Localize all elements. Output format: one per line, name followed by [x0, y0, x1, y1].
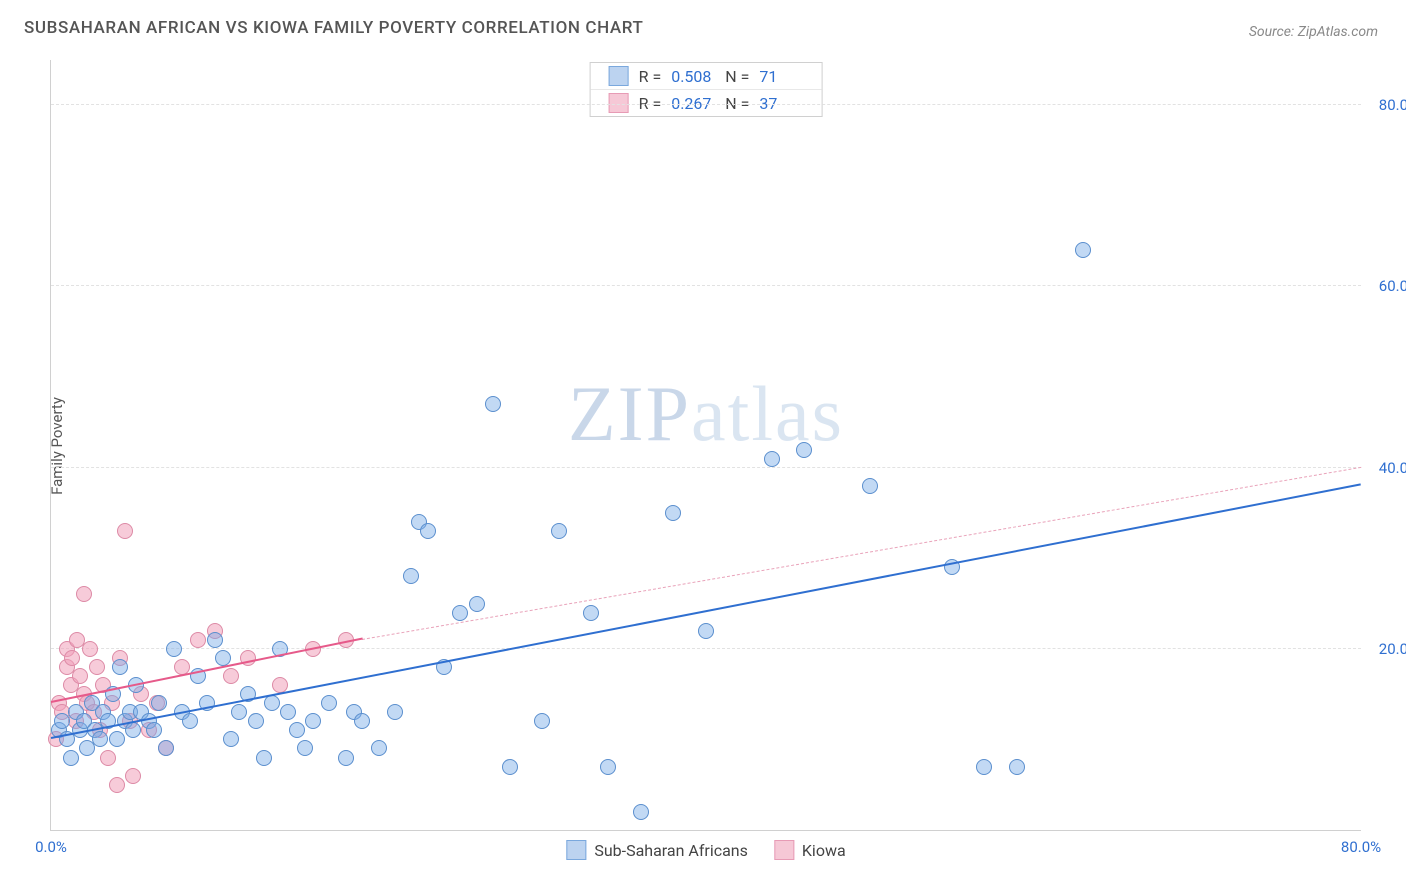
scatter-point: [862, 478, 878, 494]
scatter-point: [297, 740, 313, 756]
legend-item: Kiowa: [774, 840, 846, 860]
scatter-point: [698, 623, 714, 639]
scatter-point: [764, 451, 780, 467]
scatter-point: [600, 759, 616, 775]
source-prefix: Source:: [1249, 24, 1298, 40]
r-label: R =: [639, 94, 662, 113]
y-tick-label: 60.0%: [1367, 277, 1406, 295]
scatter-point: [403, 568, 419, 584]
n-value: 71: [759, 67, 803, 86]
x-tick-label: 0.0%: [35, 838, 67, 856]
scatter-point: [223, 668, 239, 684]
scatter-point: [109, 731, 125, 747]
scatter-point: [452, 605, 468, 621]
scatter-point: [92, 731, 108, 747]
scatter-point: [321, 695, 337, 711]
scatter-point: [264, 695, 280, 711]
scatter-point: [146, 722, 162, 738]
y-tick-label: 20.0%: [1367, 640, 1406, 658]
legend: Sub-Saharan Africans Kiowa: [566, 840, 845, 860]
scatter-point: [158, 740, 174, 756]
scatter-point: [796, 442, 812, 458]
n-label: N =: [725, 94, 749, 113]
grid-line: [51, 104, 1361, 105]
scatter-point: [125, 768, 141, 784]
scatter-point: [469, 596, 485, 612]
legend-label: Kiowa: [802, 841, 846, 860]
scatter-point: [485, 396, 501, 412]
scatter-point: [207, 632, 223, 648]
series-swatch-icon: [609, 66, 629, 86]
y-tick-label: 80.0%: [1367, 96, 1406, 114]
scatter-point: [633, 804, 649, 820]
scatter-point: [256, 750, 272, 766]
scatter-point: [215, 650, 231, 666]
scatter-point: [231, 704, 247, 720]
scatter-point: [371, 740, 387, 756]
stats-row: R = 0.267 N = 37: [591, 89, 822, 116]
legend-item: Sub-Saharan Africans: [566, 840, 748, 860]
scatter-point: [89, 659, 105, 675]
scatter-point: [354, 713, 370, 729]
watermark-part-b: atlas: [691, 370, 844, 457]
grid-line: [51, 648, 1361, 649]
legend-swatch-icon: [566, 840, 586, 860]
scatter-point: [117, 523, 133, 539]
scatter-point: [1009, 759, 1025, 775]
scatter-point: [387, 704, 403, 720]
scatter-point: [64, 650, 80, 666]
scatter-point: [125, 722, 141, 738]
scatter-point: [551, 523, 567, 539]
grid-line: [51, 285, 1361, 286]
scatter-point: [151, 695, 167, 711]
scatter-point: [100, 750, 116, 766]
scatter-point: [305, 713, 321, 729]
scatter-point: [583, 605, 599, 621]
scatter-point: [665, 505, 681, 521]
r-value: 0.508: [671, 67, 715, 86]
series-swatch-icon: [609, 93, 629, 113]
scatter-point: [289, 722, 305, 738]
scatter-point: [223, 731, 239, 747]
r-label: R =: [639, 67, 662, 86]
r-value: 0.267: [671, 94, 715, 113]
scatter-point: [248, 713, 264, 729]
scatter-point: [166, 641, 182, 657]
scatter-point: [1075, 242, 1091, 258]
scatter-point: [976, 759, 992, 775]
source-attribution: Source: ZipAtlas.com: [1249, 24, 1378, 40]
source-name: ZipAtlas.com: [1298, 24, 1378, 40]
scatter-plot-area: ZIPatlas R = 0.508 N = 71 R = 0.267 N = …: [50, 60, 1361, 831]
n-label: N =: [725, 67, 749, 86]
scatter-point: [112, 659, 128, 675]
scatter-point: [420, 523, 436, 539]
scatter-point: [338, 750, 354, 766]
x-tick-label: 80.0%: [1341, 838, 1381, 856]
scatter-point: [63, 750, 79, 766]
watermark-part-a: ZIP: [568, 370, 691, 457]
scatter-point: [534, 713, 550, 729]
scatter-point: [502, 759, 518, 775]
scatter-point: [190, 632, 206, 648]
legend-swatch-icon: [774, 840, 794, 860]
regression-line: [362, 467, 1361, 640]
legend-label: Sub-Saharan Africans: [594, 841, 748, 860]
grid-line: [51, 467, 1361, 468]
y-tick-label: 40.0%: [1367, 459, 1406, 477]
scatter-point: [109, 777, 125, 793]
scatter-point: [82, 641, 98, 657]
stats-row: R = 0.508 N = 71: [591, 63, 822, 89]
chart-title: SUBSAHARAN AFRICAN VS KIOWA FAMILY POVER…: [24, 18, 643, 38]
scatter-point: [182, 713, 198, 729]
scatter-point: [72, 668, 88, 684]
n-value: 37: [759, 94, 803, 113]
scatter-point: [76, 586, 92, 602]
scatter-point: [280, 704, 296, 720]
correlation-stats-box: R = 0.508 N = 71 R = 0.267 N = 37: [590, 62, 823, 117]
